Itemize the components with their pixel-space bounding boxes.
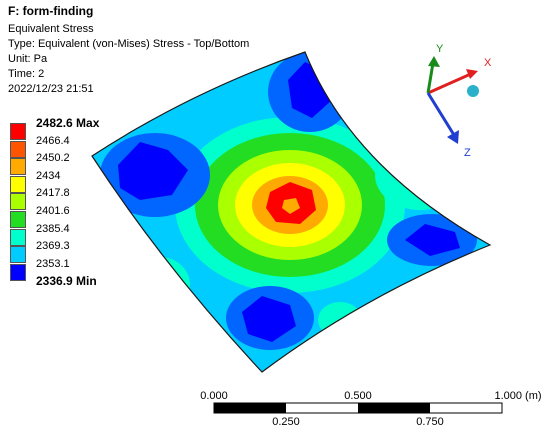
z-axis-arrow <box>426 92 456 136</box>
legend-swatch <box>10 228 26 246</box>
result-time: Time: 2 <box>8 68 45 80</box>
z-axis-head <box>447 130 459 144</box>
result-datetime: 2022/12/23 21:51 <box>8 83 94 95</box>
scale-label-1000: 1.000 (m) <box>494 390 542 402</box>
legend-level-label: 2417.8 <box>36 187 70 200</box>
scale-label-750: 0.750 <box>416 416 444 428</box>
low-band <box>387 214 477 266</box>
low-min <box>288 62 332 118</box>
legend-level-label: 2466.4 <box>36 134 70 147</box>
z-axis-label: Z <box>464 147 471 159</box>
triad-iso-ball <box>467 85 479 97</box>
low-min <box>118 142 188 200</box>
legend-swatch <box>10 140 26 158</box>
legend-level-label: 2482.6 Max <box>36 116 100 130</box>
x-axis-arrow <box>427 71 474 95</box>
legend-level-label: 2369.3 <box>36 240 70 253</box>
scale-bar-segment <box>358 403 430 413</box>
scale-bar <box>213 402 503 414</box>
hotspot-max <box>266 182 316 224</box>
result-name: Equivalent Stress <box>8 23 94 35</box>
scale-bar-frame <box>213 402 503 414</box>
surface-outline <box>91 51 492 373</box>
legend-swatch <box>10 158 26 176</box>
band-ring <box>252 176 328 234</box>
scale-bar-segment <box>214 403 286 413</box>
low-band <box>100 133 210 217</box>
low-band <box>268 52 352 132</box>
band-ring <box>218 150 362 260</box>
result-type: Type: Equivalent (von-Mises) Stress - To… <box>8 38 250 50</box>
legend-level-label: 2385.4 <box>36 222 70 235</box>
band-ring <box>175 117 405 293</box>
legend-level-label: 2434 <box>36 169 61 182</box>
scale-label-250: 0.250 <box>272 416 300 428</box>
legend-level-label: 2401.6 <box>36 205 70 217</box>
legend-swatch <box>10 193 26 211</box>
x-axis-label: X <box>484 57 492 69</box>
band-ring <box>318 302 362 338</box>
y-axis-head <box>428 56 440 67</box>
low-min <box>405 224 460 256</box>
band-ring <box>235 163 345 247</box>
legend-swatch <box>10 211 26 228</box>
scale-label-500: 0.500 <box>344 390 372 402</box>
legend-swatch <box>10 246 26 264</box>
legend-swatch <box>10 175 26 193</box>
y-axis-arrow <box>426 62 435 94</box>
x-axis-head <box>466 69 478 79</box>
coordinate-triad[interactable]: X Y Z <box>426 43 492 159</box>
legend-level-label: 2336.9 Min <box>36 274 97 289</box>
low-min <box>242 296 296 342</box>
legend-swatch <box>10 264 26 282</box>
scale-label-0: 0.000 <box>200 390 228 402</box>
band-ring <box>375 140 465 210</box>
low-band <box>226 286 314 350</box>
legend-level-label: 2353.1 <box>36 257 70 270</box>
hotspot-core <box>282 198 300 214</box>
analysis-title: F: form-finding <box>8 4 94 18</box>
legend-level-label: 2450.2 <box>36 152 70 165</box>
legend-swatch <box>10 123 26 140</box>
result-unit: Unit: Pa <box>8 53 48 65</box>
y-axis-label: Y <box>436 43 444 55</box>
band-ring <box>130 257 190 313</box>
band-ring <box>195 133 385 277</box>
